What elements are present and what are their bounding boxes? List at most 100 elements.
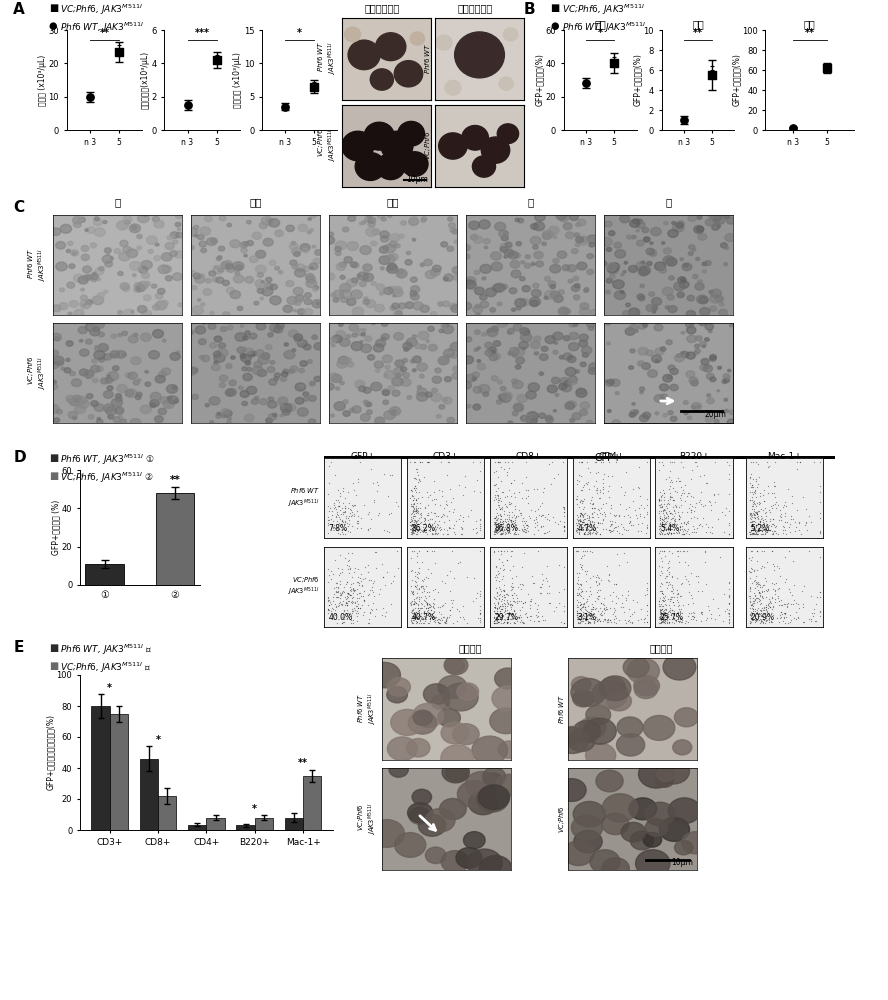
Point: [572, 586, 586, 602]
Circle shape: [691, 380, 698, 386]
Circle shape: [155, 416, 163, 423]
Point: [571, 569, 585, 585]
Point: [598, 611, 612, 627]
Point: [504, 596, 519, 612]
Point: [403, 511, 417, 527]
Point: [503, 597, 517, 613]
Point: [654, 585, 669, 601]
Point: [426, 605, 440, 621]
Point: [364, 461, 378, 477]
Point: [373, 581, 387, 597]
Circle shape: [216, 277, 224, 283]
Point: [769, 494, 783, 510]
Point: [576, 613, 591, 629]
Point: [495, 522, 509, 538]
Circle shape: [217, 257, 221, 261]
Point: [598, 506, 612, 522]
Point: [412, 472, 426, 488]
Point: [493, 610, 507, 626]
Circle shape: [381, 131, 413, 161]
Circle shape: [530, 236, 541, 245]
Circle shape: [681, 278, 685, 281]
Circle shape: [186, 367, 197, 375]
Point: [745, 600, 759, 616]
Point: [342, 565, 356, 581]
Point: [596, 479, 610, 495]
Point: [693, 492, 707, 508]
Circle shape: [497, 380, 503, 384]
Point: [421, 512, 435, 528]
Point: [416, 610, 431, 626]
Circle shape: [88, 415, 94, 419]
Circle shape: [655, 360, 659, 362]
Circle shape: [410, 277, 417, 282]
Circle shape: [689, 377, 698, 384]
Point: [753, 517, 767, 533]
Point: [654, 511, 669, 527]
Point: [686, 609, 701, 625]
Point: [789, 595, 804, 611]
Point: [517, 519, 531, 535]
Circle shape: [612, 364, 618, 369]
Point: [345, 605, 360, 621]
Point: [408, 568, 422, 584]
Circle shape: [312, 300, 322, 308]
Point: [658, 613, 672, 629]
Point: [407, 609, 421, 625]
Point: [575, 522, 589, 538]
Point: [770, 610, 784, 626]
Point: [412, 560, 426, 576]
Point: [576, 607, 591, 623]
Point: [681, 596, 695, 612]
Circle shape: [675, 353, 679, 357]
Point: [596, 511, 610, 527]
Circle shape: [134, 283, 142, 289]
Circle shape: [300, 361, 307, 366]
Point: [590, 523, 604, 539]
Point: [750, 602, 765, 618]
Point: [410, 513, 424, 529]
Circle shape: [658, 369, 669, 377]
Point: [353, 600, 367, 616]
Point: [362, 615, 377, 631]
Point: [583, 604, 597, 620]
Circle shape: [214, 354, 226, 362]
Point: [491, 520, 505, 536]
Circle shape: [515, 299, 526, 307]
Point: [491, 454, 505, 470]
Circle shape: [52, 305, 61, 312]
Point: [618, 612, 632, 628]
Point: [813, 523, 827, 539]
Circle shape: [494, 341, 501, 346]
Point: [661, 560, 675, 576]
Point: [490, 609, 504, 625]
Point: [430, 526, 444, 542]
Point: [413, 515, 427, 531]
Point: [664, 506, 678, 522]
Point: [680, 488, 694, 504]
Point: [583, 601, 598, 617]
Circle shape: [203, 289, 211, 295]
Circle shape: [480, 856, 511, 881]
Circle shape: [718, 309, 727, 316]
Point: [722, 614, 736, 630]
Point: [411, 512, 425, 528]
Point: [664, 518, 678, 534]
Circle shape: [312, 335, 317, 339]
Point: [421, 454, 435, 470]
Point: [580, 522, 594, 538]
Circle shape: [255, 396, 258, 400]
Circle shape: [393, 333, 403, 340]
Point: [572, 610, 586, 626]
Point: [813, 603, 827, 619]
Circle shape: [237, 306, 242, 311]
Point: [575, 516, 589, 532]
Circle shape: [244, 414, 254, 422]
Point: [278, 98, 292, 114]
Point: [353, 588, 368, 604]
Point: [527, 575, 541, 591]
Circle shape: [306, 279, 317, 288]
Point: [653, 543, 667, 559]
Point: [754, 501, 768, 517]
Circle shape: [362, 329, 366, 331]
